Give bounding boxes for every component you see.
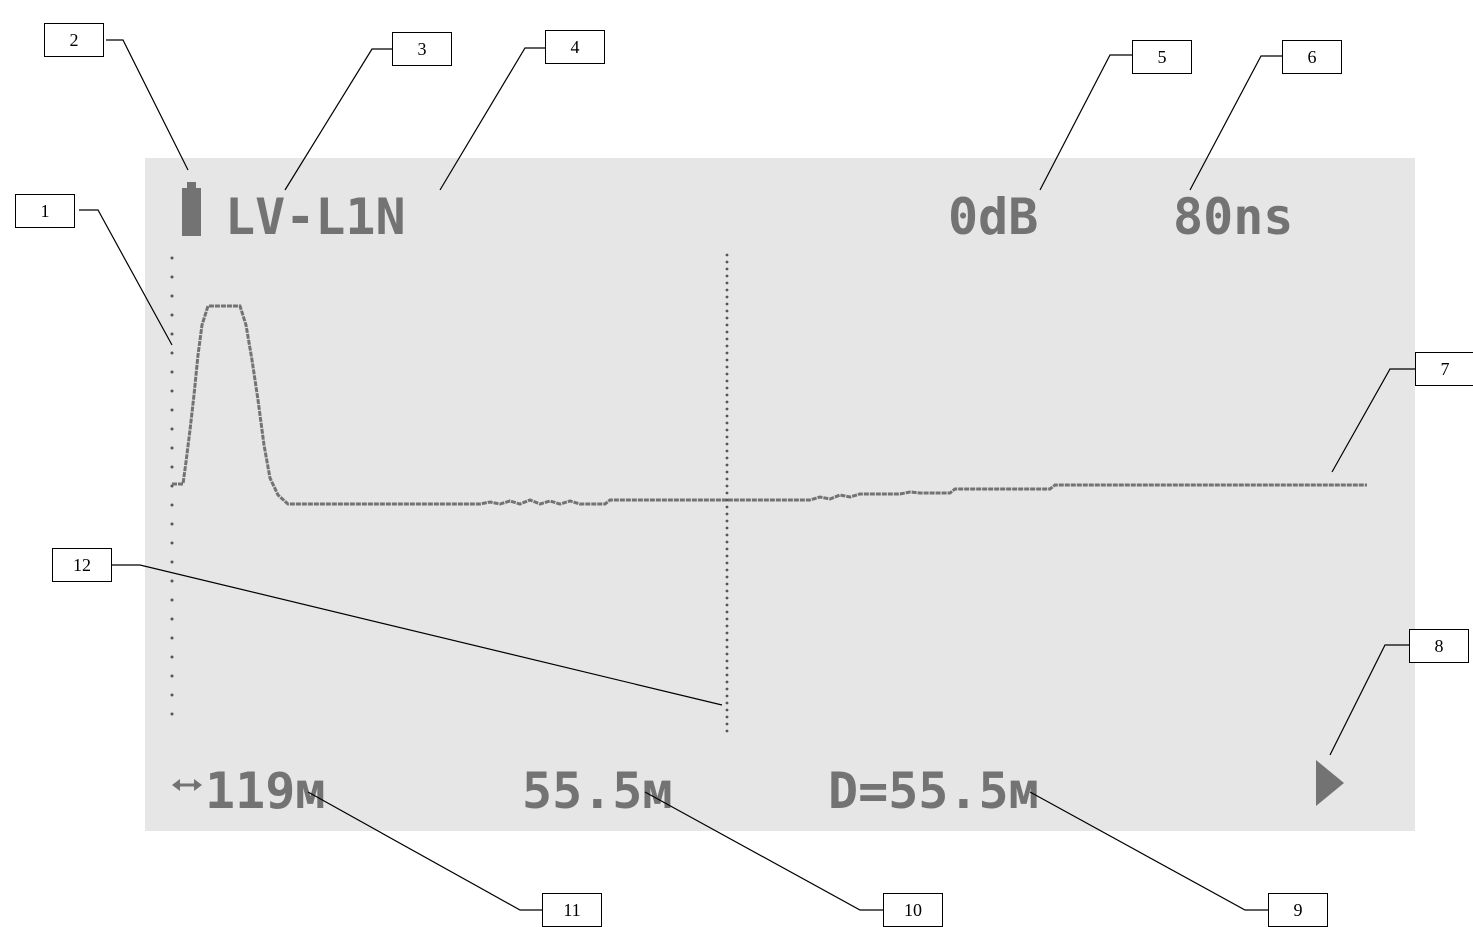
- callout-5: 5: [1132, 40, 1192, 74]
- callout-9: 9: [1268, 893, 1328, 927]
- callout-3: 3: [392, 32, 452, 66]
- callout-10: 10: [883, 893, 943, 927]
- lcd-screen: [145, 158, 1415, 831]
- callout-8: 8: [1409, 629, 1469, 663]
- leader-line-2: [106, 39, 189, 171]
- callout-12: 12: [52, 548, 112, 582]
- callout-6: 6: [1282, 40, 1342, 74]
- callout-2: 2: [44, 23, 104, 57]
- callout-1: 1: [15, 194, 75, 228]
- callout-4: 4: [545, 30, 605, 64]
- callout-7: 7: [1415, 352, 1473, 386]
- callout-11: 11: [542, 893, 602, 927]
